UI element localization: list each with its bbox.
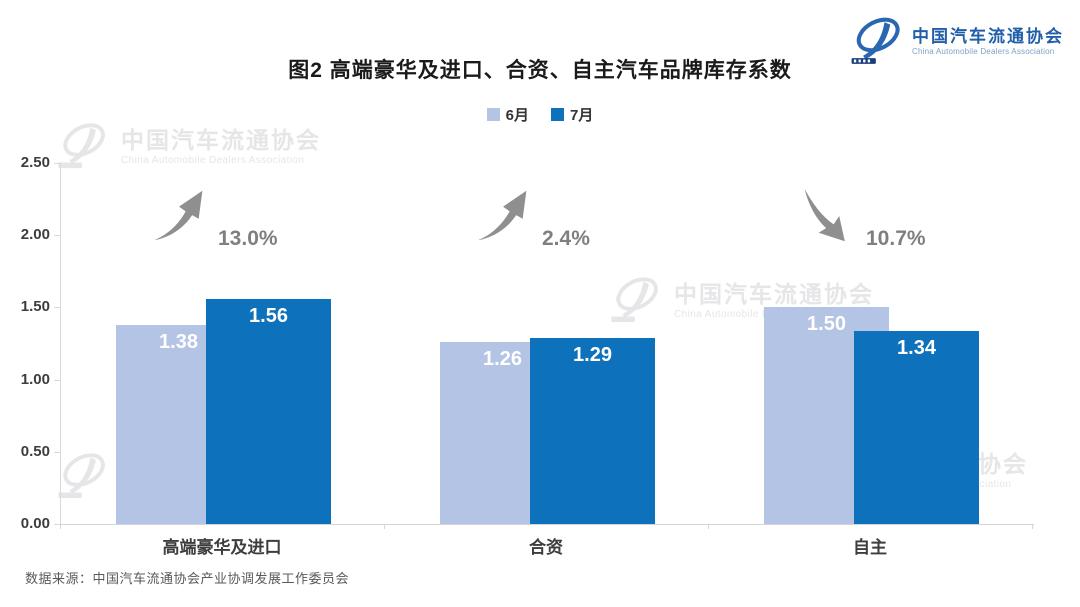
y-axis-tick-mark: [54, 524, 60, 525]
association-logo-icon: [848, 13, 906, 70]
bar-value-label: 1.34: [897, 337, 936, 359]
y-axis-tick-mark: [54, 235, 60, 237]
y-axis-tick-label: 1.50: [20, 298, 50, 316]
y-axis-tick-label: 2.50: [20, 154, 50, 171]
x-axis-tick-mark: [1032, 524, 1033, 529]
bar-7月-高端豪华及进口: [206, 299, 331, 524]
bar-value-label: 1.29: [573, 344, 612, 366]
chart-legend: 6月 7月: [0, 104, 1080, 125]
x-axis-line: [56, 524, 1034, 525]
change-annotation: 2.4%: [476, 186, 590, 251]
x-axis-tick-mark: [708, 524, 709, 529]
watermark-subtitle: China Automobile Dealers Association: [121, 154, 305, 166]
page-title: 图2 高端豪华及进口、合资、自主汽车品牌库存系数: [288, 59, 792, 82]
bar-value-label: 1.38: [159, 331, 198, 353]
change-percent-label: 2.4%: [542, 227, 590, 250]
watermark-name: 中国汽车流通协会: [121, 127, 321, 154]
association-name: 中国汽车流通协会: [912, 27, 1064, 47]
trend-down-arrow-icon: [800, 186, 856, 251]
change-percent-label: 10.7%: [866, 227, 926, 250]
y-axis-tick-mark: [54, 307, 60, 309]
y-axis-tick-mark: [54, 379, 60, 381]
y-axis-tick-label: 1.00: [20, 370, 50, 388]
y-axis-tick-label: 0.50: [20, 442, 50, 460]
watermark-name: 中国汽车流通协会: [674, 281, 874, 308]
association-subtitle: China Automobile Dealers Association: [912, 46, 1055, 56]
change-annotation: 10.7%: [800, 186, 926, 251]
x-axis-category-label: 高端豪华及进口: [162, 538, 282, 557]
y-axis-tick-label: 0.00: [20, 515, 50, 532]
trend-up-arrow-icon: [476, 186, 532, 251]
legend-swatch-june: [486, 108, 500, 121]
change-percent-label: 13.0%: [218, 227, 278, 250]
legend-item-june: 6月: [486, 104, 529, 125]
watermark-logo-icon: [608, 272, 664, 329]
y-axis-tick-mark: [54, 451, 60, 453]
x-axis-category-label: 自主: [853, 538, 887, 557]
association-logo: 中国汽车流通协会 China Automobile Dealers Associ…: [848, 13, 1064, 70]
source-note: 数据来源：中国汽车流通协会产业协调发展工作委员会: [25, 571, 350, 586]
watermark-logo-icon: [55, 118, 111, 175]
bar-value-label: 1.26: [483, 348, 522, 370]
x-axis-tick-mark: [60, 524, 61, 529]
trend-up-arrow-icon: [152, 186, 208, 251]
legend-label-june: 6月: [505, 107, 529, 124]
bar-value-label: 1.56: [249, 305, 288, 327]
legend-item-july: 7月: [551, 104, 593, 125]
legend-swatch-july: [551, 108, 564, 121]
y-axis-tick-mark: [54, 163, 60, 164]
watermark-logo-icon: [55, 448, 111, 505]
y-axis-tick-label: 2.00: [20, 226, 50, 244]
bar-value-label: 1.50: [807, 313, 846, 335]
y-axis-line: [60, 162, 61, 524]
bar-7月-自主: [854, 331, 979, 524]
bar-7月-合资: [530, 338, 655, 524]
change-annotation: 13.0%: [152, 186, 278, 251]
x-axis-category-label: 合资: [529, 538, 563, 557]
x-axis-tick-mark: [384, 524, 385, 529]
legend-label-july: 7月: [570, 107, 594, 124]
